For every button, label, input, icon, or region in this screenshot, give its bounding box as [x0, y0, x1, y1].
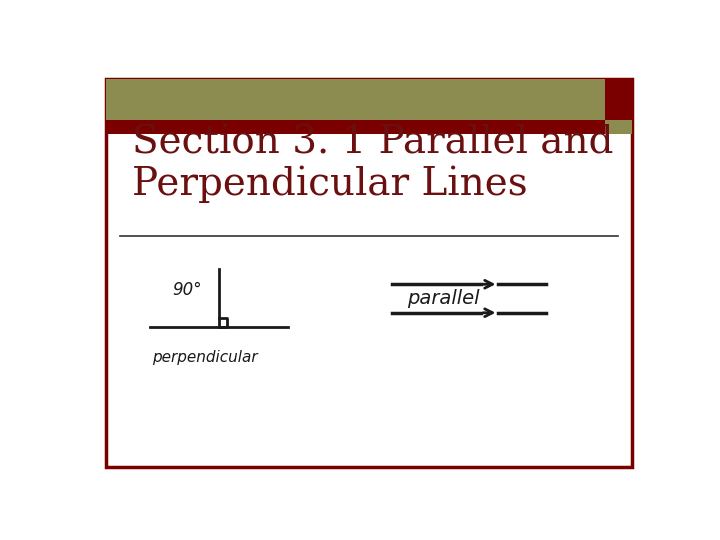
- Text: 90°: 90°: [173, 281, 202, 299]
- Bar: [605, 79, 632, 120]
- Text: perpendicular: perpendicular: [152, 350, 258, 364]
- Text: Section 3. 1 Parallel and: Section 3. 1 Parallel and: [132, 124, 613, 161]
- Text: parallel: parallel: [408, 289, 480, 308]
- Text: Perpendicular Lines: Perpendicular Lines: [132, 166, 528, 204]
- Bar: [106, 120, 605, 134]
- Bar: [605, 120, 632, 134]
- Bar: [106, 79, 605, 120]
